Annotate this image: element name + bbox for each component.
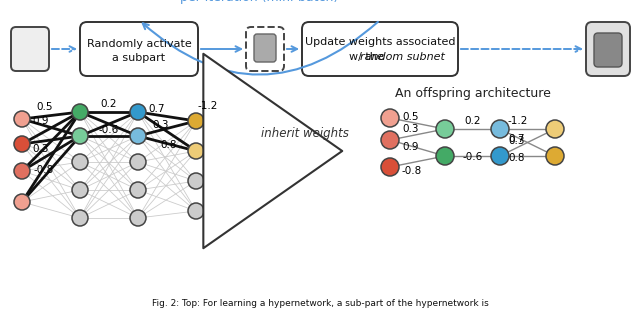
Text: 0.8: 0.8: [508, 153, 525, 163]
Text: 0.9: 0.9: [402, 142, 419, 152]
Text: 0.2: 0.2: [100, 99, 117, 109]
Text: 0.7: 0.7: [148, 105, 164, 115]
Text: -1.2: -1.2: [508, 116, 529, 126]
FancyBboxPatch shape: [302, 22, 458, 76]
Circle shape: [72, 128, 88, 144]
Circle shape: [188, 203, 204, 219]
Circle shape: [381, 109, 399, 127]
Circle shape: [188, 113, 204, 129]
Text: 0.7: 0.7: [508, 133, 525, 143]
Circle shape: [130, 104, 146, 120]
Text: Fig. 2: Top: For learning a hypernetwork, a sub-part of the hypernetwork is: Fig. 2: Top: For learning a hypernetwork…: [152, 299, 488, 308]
Circle shape: [130, 182, 146, 198]
FancyBboxPatch shape: [254, 34, 276, 62]
Circle shape: [14, 194, 30, 210]
Circle shape: [14, 111, 30, 127]
Circle shape: [546, 120, 564, 138]
Text: Update weights associated: Update weights associated: [305, 37, 455, 47]
Text: 0.3: 0.3: [508, 136, 525, 145]
Circle shape: [72, 154, 88, 170]
Text: -1.2: -1.2: [198, 101, 218, 111]
Text: 0.3: 0.3: [32, 144, 49, 154]
FancyBboxPatch shape: [586, 22, 630, 76]
Circle shape: [381, 158, 399, 176]
Text: 0.5: 0.5: [402, 111, 419, 122]
FancyBboxPatch shape: [246, 27, 284, 71]
Circle shape: [72, 210, 88, 226]
Text: 0.8: 0.8: [161, 140, 177, 150]
FancyBboxPatch shape: [594, 33, 622, 67]
Text: inherit weights: inherit weights: [261, 127, 349, 139]
Text: a subpart: a subpart: [113, 53, 166, 63]
Circle shape: [546, 147, 564, 165]
Text: -0.6: -0.6: [462, 152, 483, 162]
Text: 0.3: 0.3: [402, 124, 419, 134]
Text: An offspring architecture: An offspring architecture: [395, 88, 550, 100]
Circle shape: [14, 136, 30, 152]
Circle shape: [436, 120, 454, 138]
Circle shape: [72, 104, 88, 120]
Text: w/ the: w/ the: [349, 52, 387, 62]
Circle shape: [14, 163, 30, 179]
Circle shape: [436, 147, 454, 165]
Circle shape: [491, 120, 509, 138]
Circle shape: [188, 173, 204, 189]
Circle shape: [381, 131, 399, 149]
Text: Randomly activate: Randomly activate: [86, 39, 191, 49]
Text: 0.2: 0.2: [464, 116, 481, 126]
Text: per iteration (mini-batch): per iteration (mini-batch): [180, 0, 339, 4]
Circle shape: [188, 143, 204, 159]
Text: 0.5: 0.5: [36, 101, 52, 111]
Circle shape: [130, 154, 146, 170]
Circle shape: [72, 182, 88, 198]
Circle shape: [130, 210, 146, 226]
Text: -0.8: -0.8: [34, 165, 54, 175]
Text: random subnet: random subnet: [360, 52, 444, 62]
Circle shape: [491, 147, 509, 165]
Circle shape: [130, 128, 146, 144]
Text: -0.8: -0.8: [402, 166, 422, 176]
Text: 0.3: 0.3: [152, 120, 168, 129]
FancyBboxPatch shape: [11, 27, 49, 71]
Text: 0.9: 0.9: [32, 116, 49, 126]
FancyBboxPatch shape: [80, 22, 198, 76]
Text: -0.6: -0.6: [99, 125, 119, 135]
